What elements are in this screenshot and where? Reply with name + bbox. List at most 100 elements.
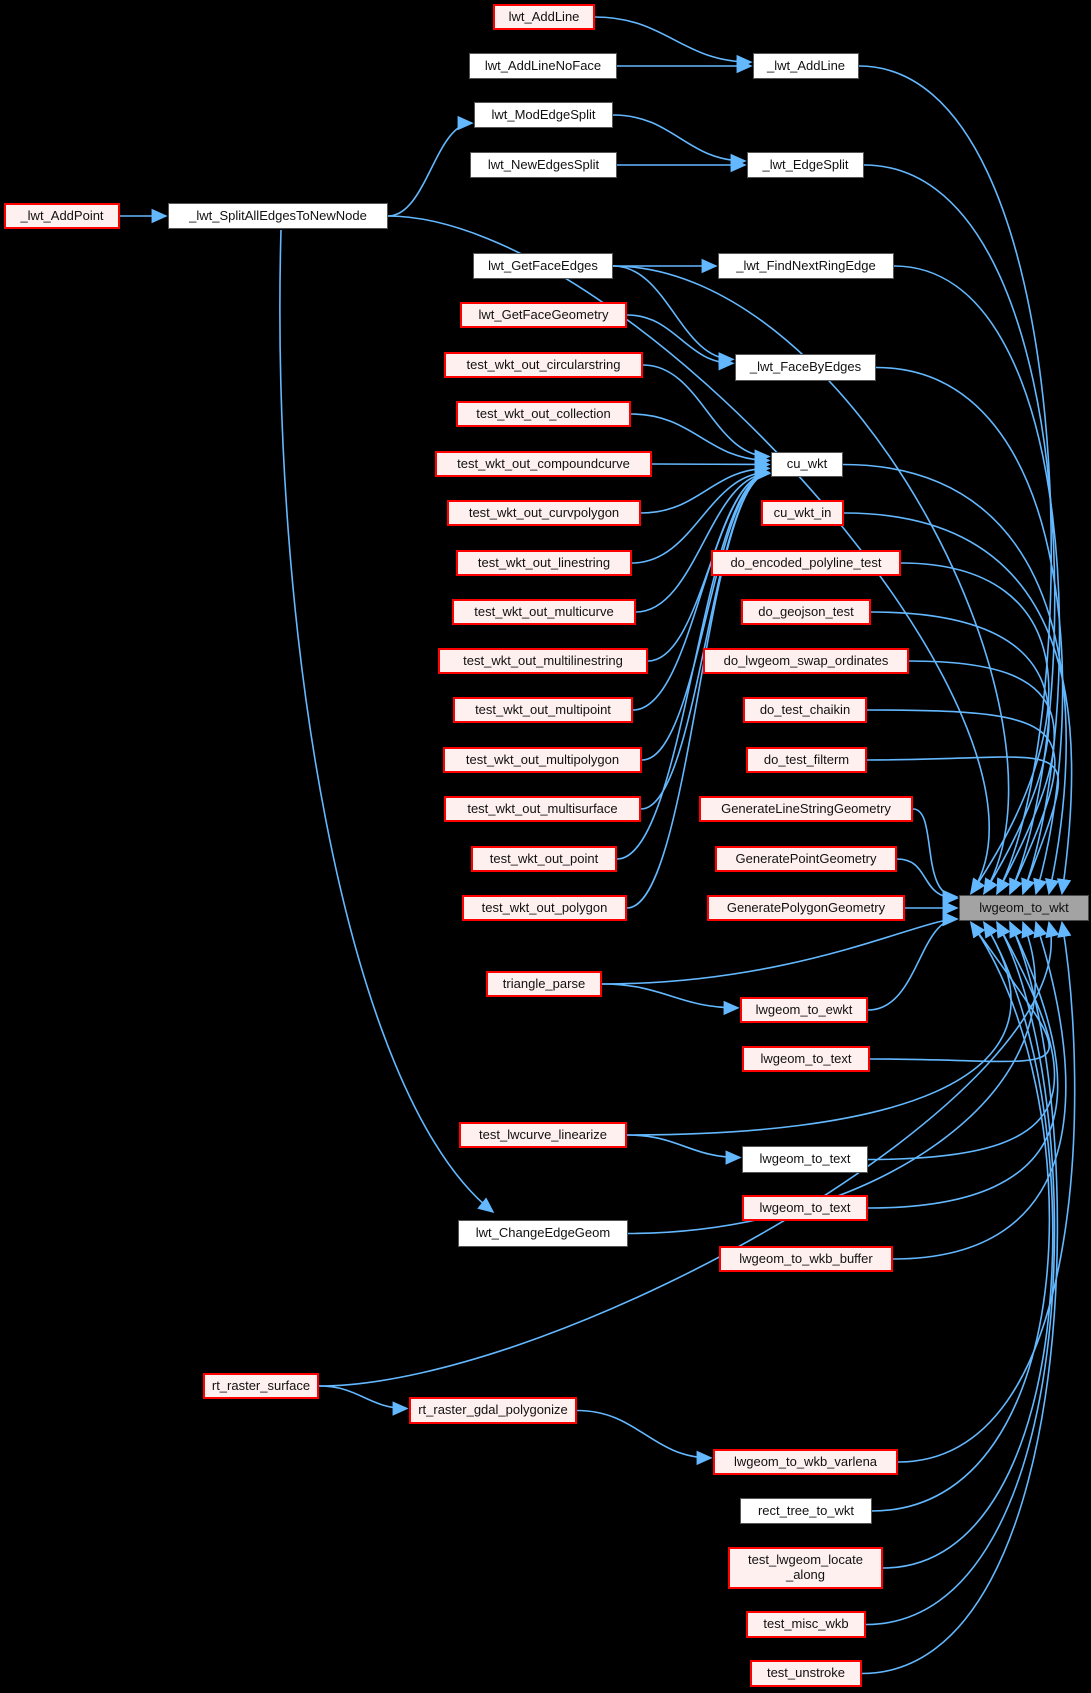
graph-node-do_test_chaikin[interactable]: do_test_chaikin bbox=[743, 697, 867, 723]
call-edge-triangle_parse--lwgeom_to_wkt bbox=[601, 911, 959, 985]
graph-node-test_wkt_out_polygon[interactable]: test_wkt_out_polygon bbox=[462, 895, 627, 921]
graph-node-lwgeom_to_ewkt[interactable]: lwgeom_to_ewkt bbox=[740, 997, 868, 1023]
graph-node-lwt_GetFaceEdges[interactable]: lwt_GetFaceEdges bbox=[473, 253, 613, 279]
call-edge-test_wkt_out_linestring--cu_wkt bbox=[631, 465, 771, 564]
call-edge-do_lwgeom_swap_ordinates--lwgeom_to_wkt bbox=[908, 660, 1056, 895]
call-edge-lwt_ModEdgeSplit--_lwt_EdgeSplit bbox=[612, 114, 747, 169]
call-edge-test_lwgeom_locate_along--lwgeom_to_wkt bbox=[882, 921, 1054, 1569]
graph-node-test_misc_wkb[interactable]: test_misc_wkb bbox=[746, 1611, 866, 1638]
call-edge-_lwt_FindNextRingEdge--lwgeom_to_wkt bbox=[893, 265, 1061, 896]
call-edge-test_wkt_out_circularstring--cu_wkt bbox=[642, 364, 771, 464]
call-edge-do_geojson_test--lwgeom_to_wkt bbox=[870, 611, 1050, 895]
call-edge-lwt_GetFaceEdges--_lwt_FaceByEdges bbox=[612, 265, 735, 367]
graph-node-label-line: test_lwgeom_locate bbox=[748, 1552, 863, 1568]
graph-node-lwt_AddLine[interactable]: lwt_AddLine bbox=[493, 4, 595, 30]
graph-node-GeneratePointGeometry[interactable]: GeneratePointGeometry bbox=[715, 846, 897, 872]
graph-node-lwt_NewEdgesSplit[interactable]: lwt_NewEdgesSplit bbox=[470, 152, 617, 178]
call-edge-_lwt_EdgeSplit--lwgeom_to_wkt bbox=[863, 164, 1056, 896]
call-edge-rt_raster_surface--rt_raster_gdal_polygonize bbox=[318, 1385, 409, 1416]
call-edge-_lwt_SplitAllEdgesToNewNode--lwt_ChangeEdgeGeom bbox=[279, 229, 495, 1214]
graph-node-test_wkt_out_multilinestring[interactable]: test_wkt_out_multilinestring bbox=[438, 648, 648, 674]
graph-node-lwgeom_to_wkb_buffer[interactable]: lwgeom_to_wkb_buffer bbox=[719, 1246, 893, 1272]
call-edge-GeneratePointGeometry--lwgeom_to_wkt bbox=[896, 858, 959, 906]
graph-node-test_wkt_out_circularstring[interactable]: test_wkt_out_circularstring bbox=[444, 352, 643, 378]
call-edge-test_misc_wkb--lwgeom_to_wkt bbox=[865, 921, 1056, 1626]
graph-node-lwgeom_to_text_3[interactable]: lwgeom_to_text bbox=[742, 1195, 868, 1221]
call-edge-lwgeom_to_wkb_buffer--lwgeom_to_wkt bbox=[892, 920, 1067, 1260]
call-edge-test_wkt_out_collection--cu_wkt bbox=[630, 413, 771, 468]
graph-node-test_wkt_out_multipolygon[interactable]: test_wkt_out_multipolygon bbox=[443, 747, 642, 773]
graph-node-label-line: _along bbox=[785, 1567, 826, 1582]
graph-node-do_encoded_polyline_test[interactable]: do_encoded_polyline_test bbox=[711, 550, 901, 576]
graph-node-_lwt_SplitAllEdgesToNewNode[interactable]: _lwt_SplitAllEdgesToNewNode bbox=[168, 203, 388, 229]
graph-node-test_wkt_out_multisurface[interactable]: test_wkt_out_multisurface bbox=[444, 796, 641, 822]
call-edge-_lwt_SplitAllEdgesToNewNode--lwgeom_to_wkt bbox=[387, 215, 990, 895]
call-edge-lwgeom_to_ewkt--lwgeom_to_wkt bbox=[867, 911, 959, 1011]
call-edge-lwt_GetFaceGeometry--_lwt_FaceByEdges bbox=[626, 314, 735, 371]
graph-node-test_lwgeom_locate_along[interactable]: test_lwgeom_locate _along bbox=[728, 1547, 883, 1589]
graph-node-rt_raster_surface[interactable]: rt_raster_surface bbox=[203, 1373, 319, 1399]
call-edge-test_wkt_out_polygon--cu_wkt bbox=[626, 466, 771, 909]
graph-node-do_test_filterm[interactable]: do_test_filterm bbox=[746, 747, 867, 773]
call-edge-lwt_GetFaceEdges--lwgeom_to_wkt bbox=[612, 265, 1010, 895]
graph-node-lwt_ChangeEdgeGeom[interactable]: lwt_ChangeEdgeGeom bbox=[458, 1220, 628, 1247]
graph-node-lwgeom_to_text_2[interactable]: lwgeom_to_text bbox=[742, 1146, 868, 1173]
call-edge-do_encoded_polyline_test--lwgeom_to_wkt bbox=[900, 562, 1050, 895]
call-edge-lwgeom_to_text_3--lwgeom_to_wkt bbox=[867, 920, 1059, 1209]
call-edge-test_unstroke--lwgeom_to_wkt bbox=[861, 920, 1059, 1675]
graph-node-test_lwcurve_linearize[interactable]: test_lwcurve_linearize bbox=[459, 1122, 627, 1148]
graph-node-lwgeom_to_wkt[interactable]: lwgeom_to_wkt bbox=[959, 895, 1089, 921]
graph-node-do_geojson_test[interactable]: do_geojson_test bbox=[741, 599, 871, 625]
edge-group bbox=[119, 16, 1076, 1675]
call-edge-cu_wkt_in--lwgeom_to_wkt bbox=[843, 512, 1073, 896]
graph-node-rect_tree_to_wkt[interactable]: rect_tree_to_wkt bbox=[740, 1498, 872, 1524]
graph-node-test_wkt_out_multicurve[interactable]: test_wkt_out_multicurve bbox=[452, 599, 636, 625]
call-edge-do_test_filterm--lwgeom_to_wkt bbox=[866, 756, 1060, 896]
graph-node-_lwt_FindNextRingEdge[interactable]: _lwt_FindNextRingEdge bbox=[718, 253, 894, 279]
call-edge-test_wkt_out_curvpolygon--cu_wkt bbox=[640, 461, 771, 514]
call-edge-test_wkt_out_multipoint--cu_wkt bbox=[632, 466, 771, 711]
call-edge-rect_tree_to_wkt--lwgeom_to_wkt bbox=[871, 921, 1051, 1512]
call-edge-do_test_chaikin--lwgeom_to_wkt bbox=[866, 709, 1056, 896]
call-edge-lwt_ChangeEdgeGeom--lwgeom_to_wkt bbox=[627, 920, 1036, 1235]
graph-node-lwgeom_to_text_1[interactable]: lwgeom_to_text bbox=[742, 1046, 870, 1072]
graph-node-cu_wkt[interactable]: cu_wkt bbox=[771, 452, 843, 477]
call-edge-lwgeom_to_wkb_varlena--lwgeom_to_wkt bbox=[897, 920, 1076, 1463]
call-edge-_lwt_FaceByEdges--lwgeom_to_wkt bbox=[875, 366, 1064, 896]
graph-node-_lwt_AddLine[interactable]: _lwt_AddLine bbox=[753, 53, 859, 79]
call-edge-_lwt_AddLine--lwgeom_to_wkt bbox=[858, 65, 1052, 895]
graph-node-GenerateLineStringGeometry[interactable]: GenerateLineStringGeometry bbox=[699, 796, 913, 822]
graph-node-lwgeom_to_wkb_varlena[interactable]: lwgeom_to_wkb_varlena bbox=[713, 1449, 898, 1475]
graph-node-lwt_AddLineNoFace[interactable]: lwt_AddLineNoFace bbox=[469, 53, 617, 79]
graph-node-do_lwgeom_swap_ordinates[interactable]: do_lwgeom_swap_ordinates bbox=[703, 648, 909, 674]
call-edge-lwgeom_to_text_2--lwgeom_to_wkt bbox=[867, 921, 1056, 1161]
call-edge-test_lwcurve_linearize--lwgeom_to_wkt bbox=[626, 921, 1012, 1136]
call-edge-_lwt_SplitAllEdgesToNewNode--lwt_ModEdgeSplit bbox=[387, 115, 474, 217]
call-edge-rt_raster_gdal_polygonize--lwgeom_to_wkb_varlena bbox=[576, 1409, 713, 1466]
graph-node-test_wkt_out_curvpolygon[interactable]: test_wkt_out_curvpolygon bbox=[447, 500, 641, 526]
graph-node-lwt_GetFaceGeometry[interactable]: lwt_GetFaceGeometry bbox=[460, 302, 627, 328]
graph-node-test_wkt_out_collection[interactable]: test_wkt_out_collection bbox=[456, 401, 631, 427]
graph-node-lwt_ModEdgeSplit[interactable]: lwt_ModEdgeSplit bbox=[474, 102, 613, 128]
graph-node-test_wkt_out_multipoint[interactable]: test_wkt_out_multipoint bbox=[453, 697, 633, 723]
graph-node-test_wkt_out_point[interactable]: test_wkt_out_point bbox=[471, 846, 617, 872]
call-edge-triangle_parse--lwgeom_to_ewkt bbox=[601, 983, 740, 1016]
graph-node-cu_wkt_in[interactable]: cu_wkt_in bbox=[761, 500, 844, 526]
graph-node-_lwt_EdgeSplit[interactable]: _lwt_EdgeSplit bbox=[747, 152, 864, 178]
graph-node-test_wkt_out_linestring[interactable]: test_wkt_out_linestring bbox=[456, 550, 632, 576]
call-edge-test_wkt_out_multicurve--cu_wkt bbox=[635, 466, 771, 613]
call-edge-cu_wkt--lwgeom_to_wkt bbox=[842, 463, 1067, 896]
graph-node-_lwt_FaceByEdges[interactable]: _lwt_FaceByEdges bbox=[735, 354, 876, 381]
graph-node-rt_raster_gdal_polygonize[interactable]: rt_raster_gdal_polygonize bbox=[409, 1397, 577, 1424]
call-edge-lwt_AddLine--_lwt_AddLine bbox=[594, 16, 753, 70]
graph-node-test_wkt_out_compoundcurve[interactable]: test_wkt_out_compoundcurve bbox=[435, 451, 652, 477]
call-edge-test_wkt_out_point--cu_wkt bbox=[616, 466, 771, 860]
graph-node-test_unstroke[interactable]: test_unstroke bbox=[750, 1660, 862, 1687]
graph-node-triangle_parse[interactable]: triangle_parse bbox=[486, 971, 602, 997]
graph-node-_lwt_AddPoint[interactable]: _lwt_AddPoint bbox=[4, 203, 120, 229]
graph-node-GeneratePolygonGeometry[interactable]: GeneratePolygonGeometry bbox=[707, 895, 905, 921]
call-edge-test_lwcurve_linearize--lwgeom_to_text_2 bbox=[626, 1134, 742, 1165]
